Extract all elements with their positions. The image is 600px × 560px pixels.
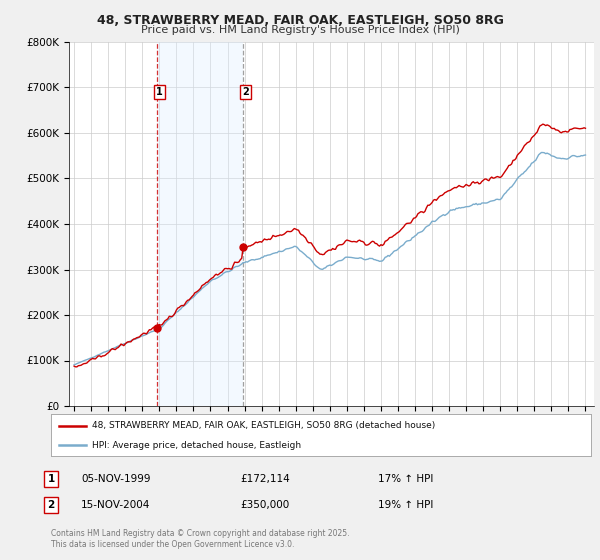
Text: 2: 2: [47, 500, 55, 510]
Text: 15-NOV-2004: 15-NOV-2004: [81, 500, 151, 510]
Text: 1: 1: [47, 474, 55, 484]
Text: 48, STRAWBERRY MEAD, FAIR OAK, EASTLEIGH, SO50 8RG: 48, STRAWBERRY MEAD, FAIR OAK, EASTLEIGH…: [97, 14, 503, 27]
Text: Contains HM Land Registry data © Crown copyright and database right 2025.
This d: Contains HM Land Registry data © Crown c…: [51, 529, 349, 549]
Text: 05-NOV-1999: 05-NOV-1999: [81, 474, 151, 484]
Text: 17% ↑ HPI: 17% ↑ HPI: [378, 474, 433, 484]
Text: £350,000: £350,000: [240, 500, 289, 510]
Text: 19% ↑ HPI: 19% ↑ HPI: [378, 500, 433, 510]
Text: HPI: Average price, detached house, Eastleigh: HPI: Average price, detached house, East…: [91, 441, 301, 450]
Text: 1: 1: [156, 87, 163, 97]
Text: 2: 2: [242, 87, 249, 97]
Text: 48, STRAWBERRY MEAD, FAIR OAK, EASTLEIGH, SO50 8RG (detached house): 48, STRAWBERRY MEAD, FAIR OAK, EASTLEIGH…: [91, 421, 435, 430]
Bar: [157, 42, 242, 406]
Text: Price paid vs. HM Land Registry's House Price Index (HPI): Price paid vs. HM Land Registry's House …: [140, 25, 460, 35]
Text: £172,114: £172,114: [240, 474, 290, 484]
